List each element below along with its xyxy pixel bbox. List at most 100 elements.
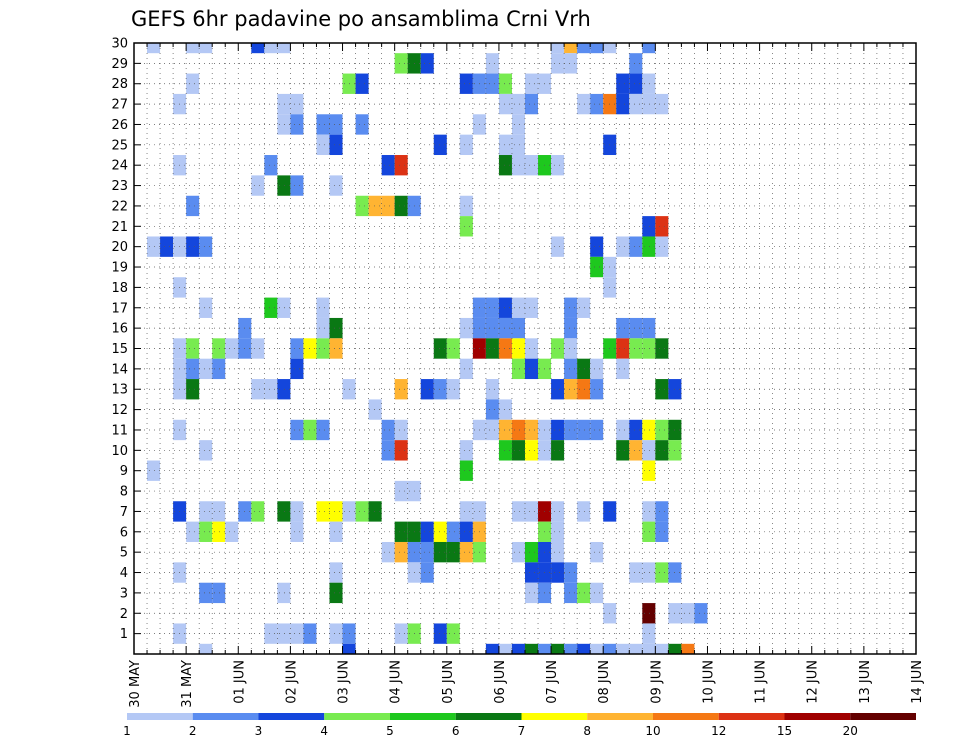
heatmap-cell — [577, 43, 591, 54]
heatmap-cell — [355, 195, 369, 217]
heatmap-cell — [433, 623, 447, 644]
heatmap-cell — [525, 155, 539, 176]
colorbar-swatch — [324, 713, 390, 720]
heatmap-cell — [681, 603, 695, 624]
heatmap-cell — [590, 256, 604, 278]
colorbar-label: 3 — [255, 724, 263, 738]
heatmap-cell — [525, 582, 539, 604]
heatmap-cell — [498, 317, 512, 339]
heatmap-cell — [616, 338, 630, 359]
heatmap-cell — [381, 440, 395, 461]
heatmap-cell — [642, 460, 656, 481]
colorbar-swatch — [587, 713, 653, 720]
heatmap-cell — [551, 541, 565, 563]
heatmap-cell — [485, 73, 499, 94]
y-tick-label: 24 — [111, 159, 128, 174]
heatmap-cell — [511, 419, 525, 441]
heatmap-cell — [329, 134, 343, 156]
heatmap-cell — [394, 195, 408, 217]
heatmap-cell — [433, 541, 447, 563]
heatmap-cell — [199, 643, 213, 654]
heatmap-cell — [655, 501, 669, 522]
y-tick-label: 15 — [111, 342, 128, 357]
heatmap-cell — [629, 338, 643, 359]
heatmap-cell — [668, 643, 682, 654]
heatmap-cell — [655, 562, 669, 583]
heatmap-cell — [368, 399, 382, 420]
heatmap-cell — [538, 643, 552, 654]
heatmap-cell — [329, 317, 343, 339]
heatmap-cell — [316, 338, 330, 359]
y-tick-label: 30 — [111, 37, 128, 52]
heatmap-cell — [433, 338, 447, 359]
heatmap-cell — [511, 114, 525, 135]
heatmap-cell — [264, 297, 278, 318]
colorbar: 1 2 3 4 5 6 7 8 10 12 15 20 — [123, 713, 916, 738]
heatmap-cell — [642, 643, 656, 654]
colorbar-swatch — [784, 713, 851, 720]
colorbar-label: 20 — [843, 724, 858, 738]
heatmap-cell — [446, 623, 460, 644]
heatmap-cell — [199, 440, 213, 461]
heatmap-cell — [394, 440, 408, 461]
heatmap-cell — [316, 317, 330, 339]
y-tick-label: 2 — [120, 607, 128, 622]
heatmap-cell — [616, 73, 630, 94]
heatmap-cell — [381, 155, 395, 176]
heatmap-cell — [511, 134, 525, 156]
heatmap-cell — [329, 521, 343, 542]
y-tick-label: 7 — [120, 505, 128, 520]
x-tick-label: 31 MAY — [180, 660, 195, 708]
colorbar-label: 1 — [123, 724, 131, 738]
colorbar-swatch — [850, 713, 916, 720]
heatmap-cell — [616, 643, 630, 654]
heatmap-cell — [316, 419, 330, 441]
heatmap-cell — [485, 338, 499, 359]
heatmap-cell — [186, 521, 200, 542]
heatmap-cell — [329, 582, 343, 604]
heatmap-cell — [616, 419, 630, 441]
heatmap-cell — [147, 236, 161, 257]
colorbar-label: 4 — [320, 724, 328, 738]
heatmap-cell — [498, 93, 512, 115]
heatmap-cell — [186, 73, 200, 94]
x-tick-label: 10 JUN — [701, 660, 716, 704]
heatmap-cell — [277, 582, 291, 604]
heatmap-cell — [511, 541, 525, 563]
heatmap-cell — [355, 501, 369, 522]
heatmap-cell — [551, 43, 565, 54]
heatmap-cell — [616, 317, 630, 339]
x-tick-label: 03 JUN — [337, 660, 352, 704]
heatmap-cell — [511, 643, 525, 654]
heatmap-cell — [459, 460, 473, 481]
heatmap-cell — [290, 501, 304, 522]
heatmap-cell — [186, 195, 200, 217]
heatmap-cell — [212, 358, 226, 380]
heatmap-cell — [498, 155, 512, 176]
heatmap-cell — [642, 317, 656, 339]
x-tick-label: 30 MAY — [128, 660, 143, 708]
heatmap-cell — [525, 358, 539, 380]
heatmap-cell — [290, 419, 304, 441]
heatmap-cell — [511, 338, 525, 359]
heatmap-cell — [525, 562, 539, 583]
heatmap-cell — [394, 53, 408, 74]
heatmap-cell — [277, 297, 291, 318]
heatmap-cell — [199, 358, 213, 380]
heatmap-cell — [498, 73, 512, 94]
heatmap-cell — [147, 43, 161, 54]
heatmap-cell — [459, 134, 473, 156]
heatmap-cell — [394, 541, 408, 563]
heatmap-cell — [551, 440, 565, 461]
heatmap-cell — [590, 358, 604, 380]
heatmap-cell — [498, 338, 512, 359]
y-tick-label: 28 — [111, 77, 128, 92]
heatmap-cell — [564, 53, 578, 74]
heatmap-cell — [603, 43, 617, 54]
heatmap-cell — [329, 114, 343, 135]
heatmap-cell — [199, 297, 213, 318]
y-tick-label: 5 — [120, 546, 128, 561]
heatmap-cell — [277, 43, 291, 54]
heatmap-cell — [655, 93, 669, 115]
